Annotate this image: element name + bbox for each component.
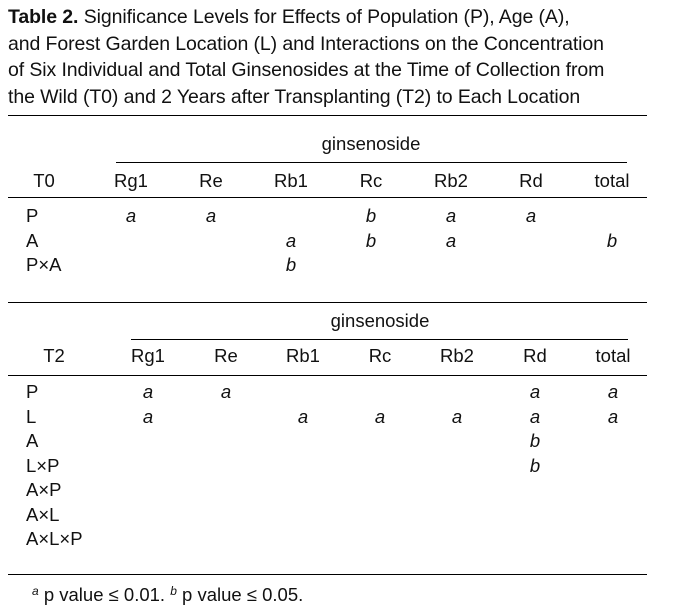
t0-row-label: P [26, 205, 39, 226]
t0-column-header-re: Re [199, 170, 223, 191]
t0-significance-mark: a [525, 205, 537, 226]
footnote-text-b: p value ≤ 0.05. [176, 584, 304, 605]
t2-significance-mark: a [142, 381, 154, 402]
t2-group-rule [131, 339, 628, 340]
t2-row-label: L [26, 405, 37, 427]
t2-column-header-rb1: Rb1 [286, 345, 320, 366]
t2-column-header-rd: Rd [523, 345, 547, 366]
t0-significance-mark: a [445, 229, 457, 251]
t2-column-header-rg1: Rg1 [131, 345, 165, 366]
bottom-rule [8, 574, 647, 575]
t2-significance-mark: a [297, 405, 309, 427]
caption-line-4: the Wild (T0) and 2 Years after Transpla… [8, 85, 581, 108]
t2-column-header-re: Re [214, 345, 238, 366]
t2-row-label: A×P [26, 479, 62, 500]
t0-column-header-rd: Rd [519, 170, 543, 191]
t0-row-label: A [26, 229, 39, 251]
t0-column-header-rc: Rc [359, 170, 383, 191]
t2-column-header-rc: Rc [368, 345, 392, 366]
t0-significance-mark: b [285, 254, 297, 275]
caption-text-1: Significance Levels for Effects of Popul… [83, 6, 570, 28]
footnote-text-a: p value ≤ 0.01. [38, 584, 171, 605]
t0-column-header-total: total [594, 170, 630, 191]
t2-significance-mark: a [529, 381, 541, 402]
t0-significance-mark: b [365, 205, 377, 226]
t0-significance-mark: a [285, 229, 297, 251]
footnote-mark-a: a [32, 584, 39, 598]
t2-significance-mark: a [451, 405, 463, 427]
t0-column-header-rb2: Rb2 [434, 170, 468, 191]
t0-group-rule [116, 162, 627, 163]
t2-row-label: L×P [26, 454, 60, 476]
caption-line-1: Table 2. Significance Levels for Effects… [8, 4, 678, 31]
t0-significance-mark: a [205, 205, 217, 226]
t0-column-header-rg1: Rg1 [114, 170, 148, 191]
t2-row-label: A [26, 430, 39, 451]
caption-line-3: of Six Individual and Total Ginsenosides… [8, 59, 605, 81]
t0-group-header: ginsenoside [321, 133, 421, 154]
t0-column-header-rb1: Rb1 [274, 170, 308, 191]
t2-group-header: ginsenoside [330, 310, 430, 331]
t0-significance-mark: a [125, 205, 137, 226]
t0-header-rule [8, 197, 647, 198]
t2-header-rule [8, 375, 647, 376]
top-rule [8, 115, 647, 116]
caption-line-2: and Forest Garden Location (L) and Inter… [8, 32, 604, 55]
table-footnote: a p value ≤ 0.01. b p value ≤ 0.05. [32, 580, 303, 606]
t2-row-label: P [26, 381, 39, 402]
t2-significance-mark: b [529, 454, 541, 476]
t2-significance-mark: a [607, 405, 619, 427]
t0-significance-mark: a [445, 205, 457, 226]
caption-label: Table 2. [8, 6, 79, 28]
t2-significance-mark: a [529, 405, 541, 427]
t2-column-header-rb2: Rb2 [440, 345, 474, 366]
table-caption: Table 2. Significance Levels for Effects… [8, 4, 678, 110]
t2-significance-mark: a [374, 405, 386, 427]
t2-row-label: A×L×P [26, 528, 83, 549]
mid-rule [8, 302, 647, 303]
t2-stub-header: T2 [43, 345, 65, 366]
t2-significance-mark: a [607, 381, 619, 402]
t0-row-label: P×A [26, 254, 62, 275]
t2-column-header-total: total [595, 345, 631, 366]
t2-row-label: A×L [26, 503, 60, 525]
t0-stub-header: T0 [33, 170, 55, 191]
t2-significance-mark: b [529, 430, 541, 451]
t0-significance-mark: b [606, 229, 618, 251]
t2-significance-mark: a [220, 381, 232, 402]
footnote-mark-b: b [170, 584, 177, 598]
t2-significance-mark: a [142, 405, 154, 427]
t0-significance-mark: b [365, 229, 377, 251]
